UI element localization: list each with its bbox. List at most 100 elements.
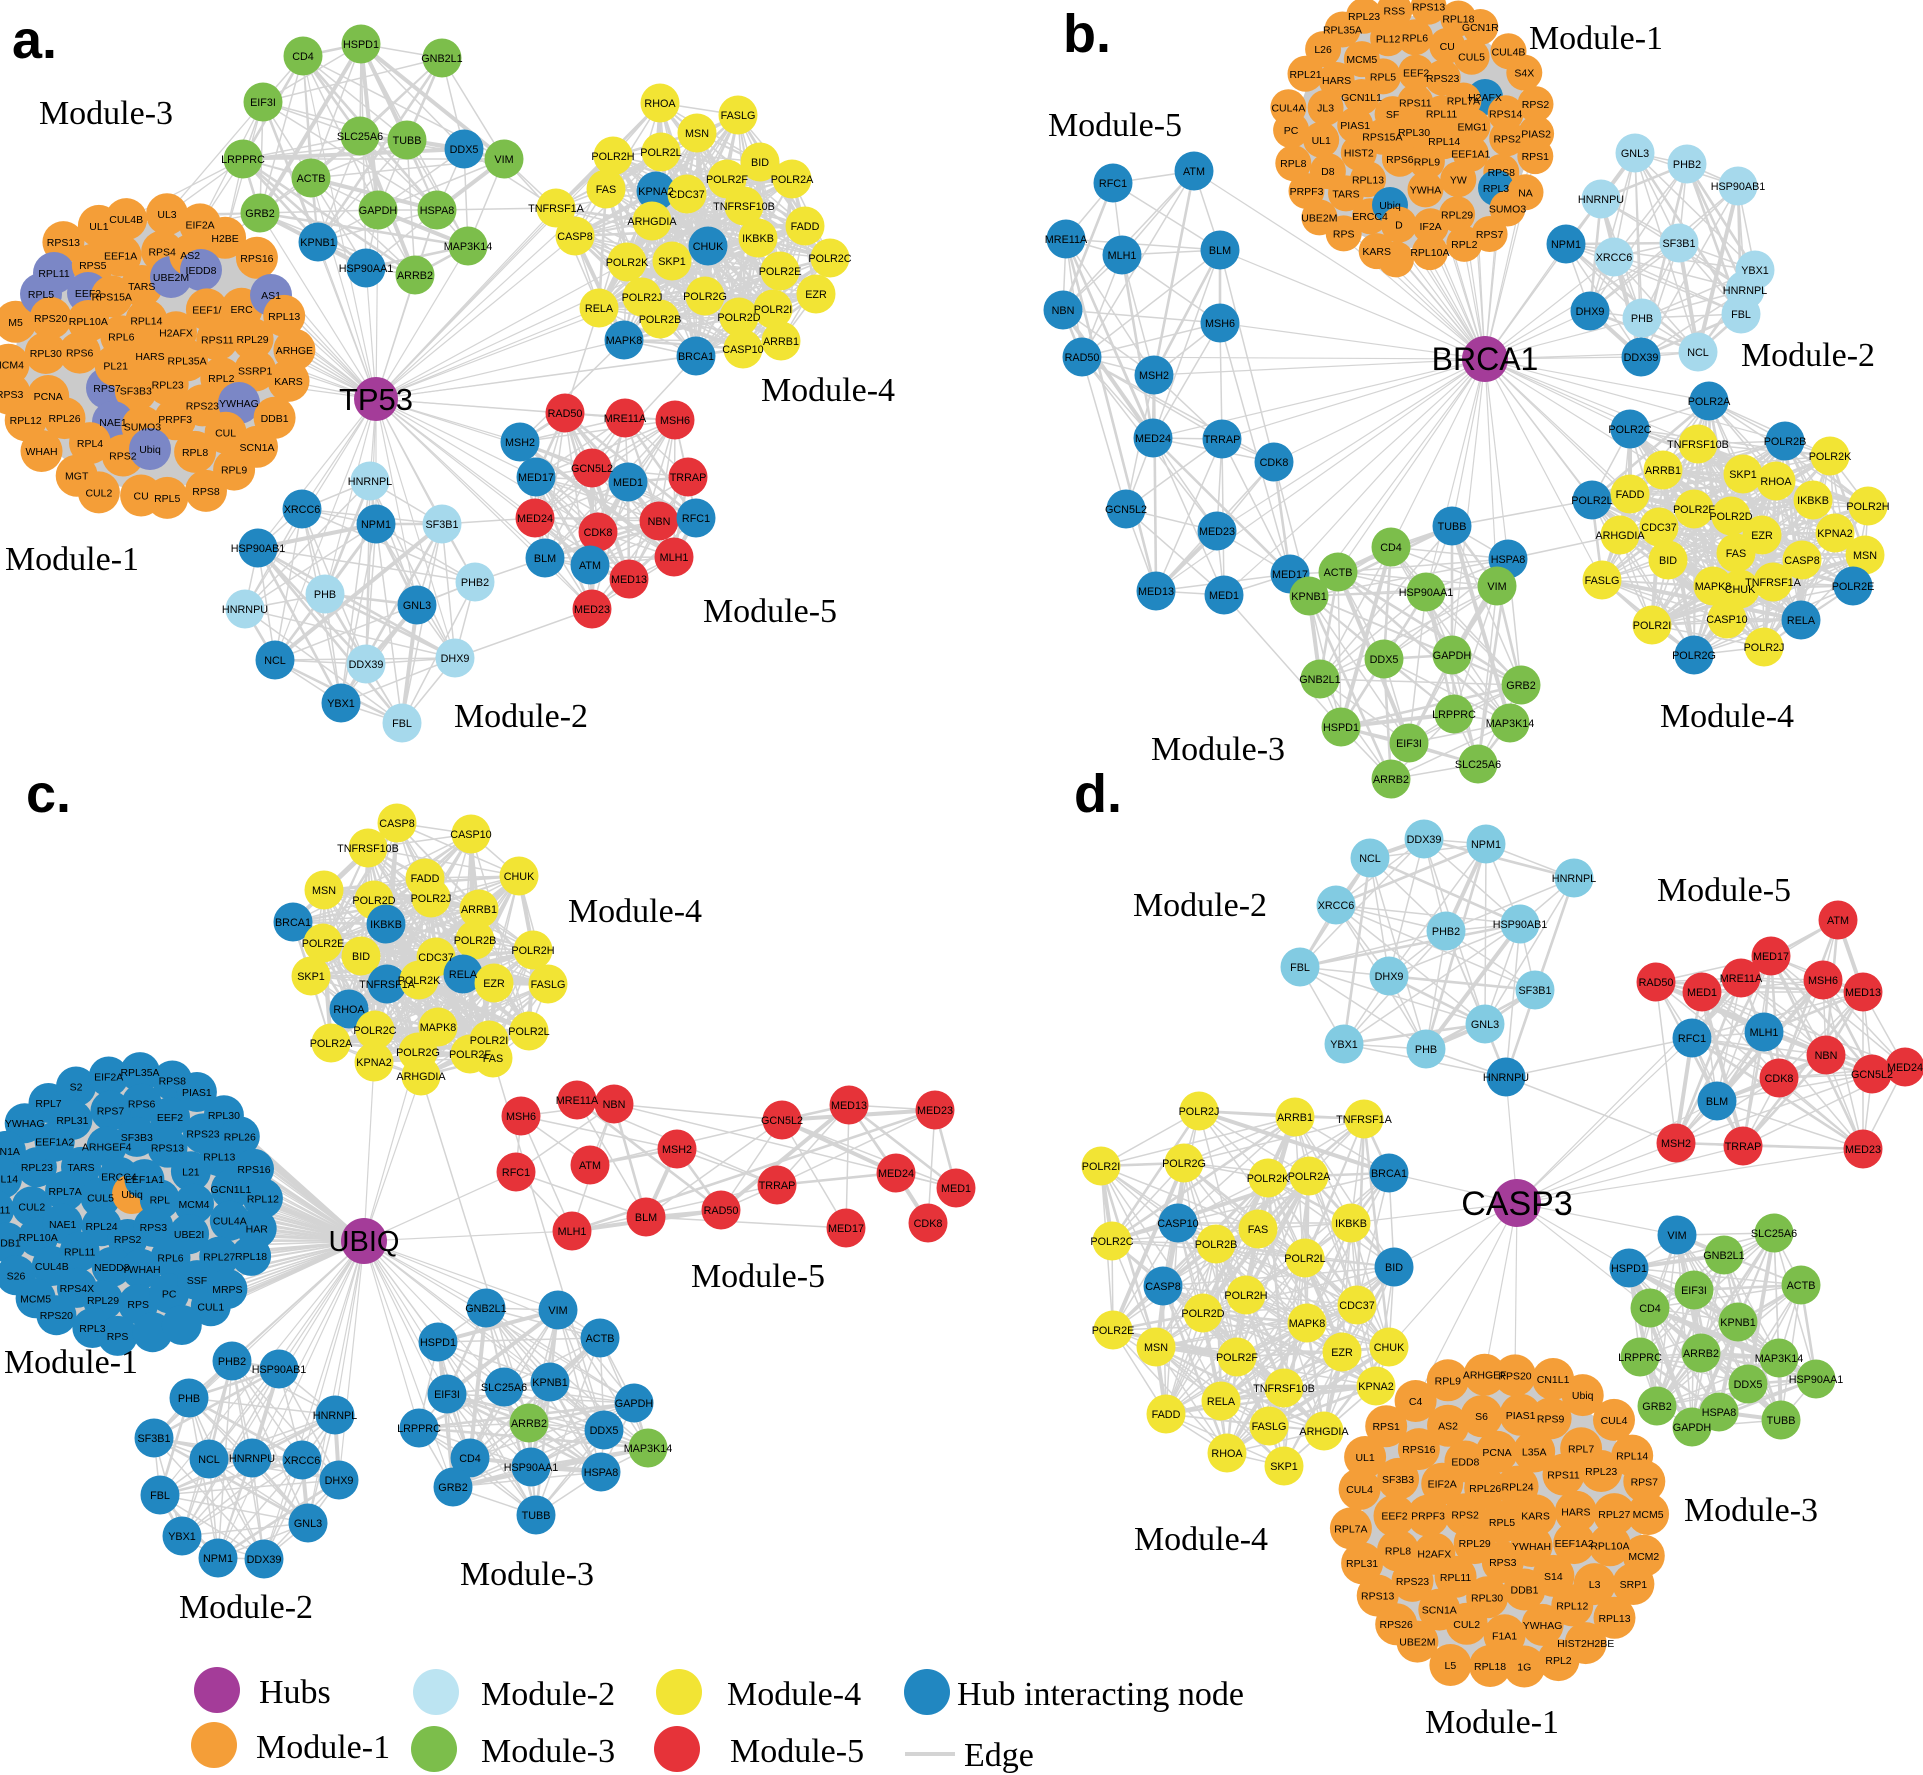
svg-text:Module-3: Module-3 (1151, 731, 1285, 768)
svg-text:HSPD1: HSPD1 (343, 39, 379, 51)
svg-text:FADD: FADD (791, 221, 820, 233)
svg-text:GAPDH: GAPDH (615, 1398, 653, 1410)
svg-text:TRRAP: TRRAP (1725, 1141, 1762, 1153)
svg-text:CASP8: CASP8 (379, 818, 414, 830)
svg-text:MED17: MED17 (1753, 951, 1789, 963)
svg-text:RFC1: RFC1 (682, 513, 710, 525)
svg-text:POLR2I: POLR2I (754, 304, 792, 316)
svg-text:RHOA: RHOA (1760, 476, 1792, 488)
svg-text:RELA: RELA (1207, 1396, 1236, 1408)
svg-text:MED17: MED17 (518, 472, 554, 484)
svg-text:POLR2E: POLR2E (1832, 581, 1875, 593)
svg-text:POLR2H: POLR2H (1224, 1290, 1267, 1302)
svg-text:HSPA8: HSPA8 (1491, 554, 1526, 566)
svg-text:a.: a. (12, 10, 57, 70)
svg-text:RPL5: RPL5 (1370, 71, 1396, 83)
svg-text:RPL26: RPL26 (1469, 1483, 1501, 1495)
svg-text:GCN5L2: GCN5L2 (761, 1115, 803, 1127)
svg-text:GNB2L1: GNB2L1 (465, 1303, 506, 1315)
svg-text:RPL10A: RPL10A (1410, 247, 1449, 259)
svg-text:BRCA1: BRCA1 (1371, 1168, 1407, 1180)
svg-text:MAP3K14: MAP3K14 (1486, 718, 1535, 730)
svg-text:RPL5: RPL5 (154, 493, 180, 505)
svg-text:F1A1: F1A1 (1492, 1630, 1517, 1642)
svg-text:ARRB1: ARRB1 (1645, 465, 1681, 477)
svg-text:POLR2I: POLR2I (470, 1035, 508, 1047)
svg-text:Module-4: Module-4 (1660, 698, 1794, 735)
svg-text:RPL26: RPL26 (224, 1131, 256, 1143)
svg-text:1G: 1G (1517, 1662, 1531, 1674)
svg-text:NPM1: NPM1 (203, 1553, 233, 1565)
svg-text:KARS: KARS (274, 376, 303, 388)
svg-text:KPNB1: KPNB1 (1720, 1317, 1755, 1329)
svg-text:MLH1: MLH1 (558, 1226, 587, 1238)
svg-text:RPL18: RPL18 (1442, 14, 1474, 26)
svg-text:EZR: EZR (483, 978, 505, 990)
svg-text:MED13: MED13 (831, 1100, 867, 1112)
svg-text:PHB: PHB (1415, 1044, 1437, 1056)
svg-text:RPL6: RPL6 (1402, 32, 1428, 44)
svg-text:PIAS2: PIAS2 (1521, 129, 1551, 141)
svg-text:RPL5: RPL5 (28, 289, 54, 301)
svg-text:RPS11: RPS11 (1399, 97, 1432, 109)
svg-text:CUL2: CUL2 (1453, 1619, 1480, 1631)
svg-text:H2BE: H2BE (211, 233, 238, 245)
svg-text:EMG1: EMG1 (1458, 121, 1488, 133)
svg-text:HARS: HARS (1561, 1507, 1590, 1519)
svg-text:HARS: HARS (135, 351, 164, 363)
svg-text:FADD: FADD (1616, 489, 1645, 501)
svg-text:Module-1: Module-1 (1529, 20, 1663, 57)
svg-text:CDK8: CDK8 (1765, 1073, 1794, 1085)
svg-text:D8: D8 (1321, 166, 1335, 178)
svg-text:DDB1: DDB1 (0, 1237, 21, 1249)
svg-text:BLM: BLM (1706, 1096, 1728, 1108)
svg-text:MED23: MED23 (917, 1105, 953, 1117)
svg-text:RAD50: RAD50 (704, 1205, 739, 1217)
svg-text:HNRNPU: HNRNPU (222, 604, 268, 616)
svg-text:YBX1: YBX1 (168, 1531, 196, 1543)
svg-text:RAD50: RAD50 (548, 408, 583, 420)
svg-text:GNB2L1: GNB2L1 (421, 53, 462, 65)
svg-text:RFC1: RFC1 (1099, 178, 1127, 190)
svg-text:RPS16: RPS16 (240, 253, 273, 265)
svg-text:MSH6: MSH6 (1808, 975, 1838, 987)
svg-text:UL1: UL1 (89, 221, 108, 233)
svg-text:RPS23: RPS23 (1426, 73, 1459, 85)
svg-text:POLR2D: POLR2D (352, 895, 395, 907)
svg-text:PIAS1: PIAS1 (1340, 120, 1370, 132)
svg-text:RPS4: RPS4 (148, 247, 176, 259)
svg-text:HSPA8: HSPA8 (420, 205, 455, 217)
svg-text:EIF2A: EIF2A (94, 1072, 123, 1084)
svg-text:DDB1: DDB1 (1510, 1585, 1538, 1597)
svg-text:RFC1: RFC1 (1678, 1033, 1706, 1045)
svg-text:MED24: MED24 (1135, 433, 1171, 445)
svg-text:RPL35A: RPL35A (120, 1067, 159, 1079)
svg-text:TNFRSF1A: TNFRSF1A (359, 979, 416, 991)
svg-text:ARHGDIA: ARHGDIA (627, 216, 677, 228)
svg-text:FBL: FBL (150, 1490, 170, 1502)
svg-text:RPL14: RPL14 (130, 315, 162, 327)
svg-text:PC: PC (162, 1288, 177, 1300)
svg-text:DDX39: DDX39 (1624, 352, 1659, 364)
svg-text:NBN: NBN (1815, 1050, 1838, 1062)
svg-text:H2AFX: H2AFX (1468, 92, 1502, 104)
svg-text:CASP8: CASP8 (1145, 1281, 1180, 1293)
svg-text:HNRNPL: HNRNPL (348, 476, 392, 488)
svg-text:NPM1: NPM1 (1551, 239, 1581, 251)
svg-text:TRRAP: TRRAP (1204, 434, 1241, 446)
svg-text:POLR2H: POLR2H (511, 945, 554, 957)
svg-text:CUL: CUL (215, 428, 236, 440)
svg-text:POLR2G: POLR2G (683, 291, 727, 303)
svg-text:MED17: MED17 (1272, 569, 1308, 581)
svg-text:EEF2: EEF2 (157, 1112, 183, 1124)
svg-text:TP53: TP53 (339, 382, 413, 417)
svg-text:UL1: UL1 (1355, 1452, 1374, 1464)
svg-text:SF3B1: SF3B1 (1518, 985, 1551, 997)
svg-text:RELA: RELA (449, 969, 478, 981)
svg-text:XRCC6: XRCC6 (1596, 252, 1633, 264)
svg-text:ATM: ATM (1827, 915, 1849, 927)
svg-text:TUBB: TUBB (1767, 1415, 1796, 1427)
svg-text:Module-5: Module-5 (1048, 107, 1182, 144)
svg-text:POLR2K: POLR2K (398, 975, 441, 987)
svg-text:YBX1: YBX1 (327, 698, 355, 710)
